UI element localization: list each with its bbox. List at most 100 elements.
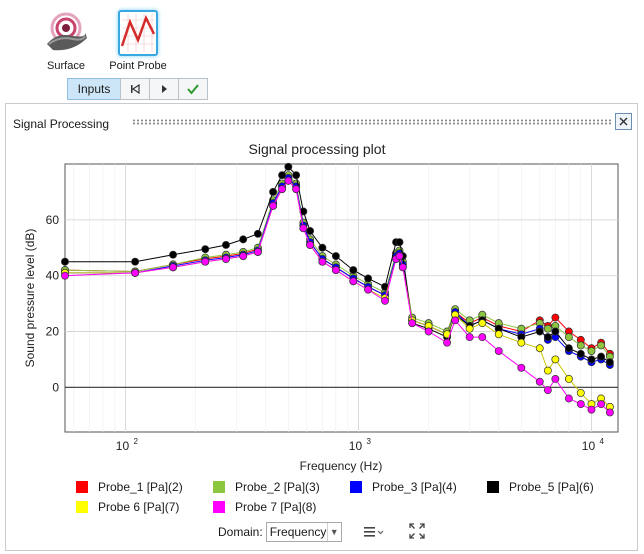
data-point [517,363,526,372]
data-point [201,257,210,266]
inputs-button[interactable]: Inputs [67,78,121,100]
data-point [331,252,340,261]
expand-icon [409,523,425,539]
legend-label: Probe 6 [Pa](7) [98,500,180,514]
data-point [564,344,573,353]
x-axis-label: Frequency (Hz) [300,459,383,473]
list-menu-button[interactable] [363,524,385,540]
close-button[interactable] [615,113,632,130]
data-point [587,355,596,364]
list-menu-icon [364,527,384,537]
data-point [551,313,560,322]
checkmark-icon [187,84,199,95]
data-point [61,257,69,266]
legend-swatch [76,501,88,513]
data-point [239,235,248,244]
legend-label: Probe_2 [Pa](3) [235,480,320,494]
data-point [605,358,614,367]
data-point [398,263,407,272]
data-point [395,252,404,261]
data-point [284,162,293,171]
data-point [543,324,552,333]
point-probe-tool[interactable]: Point Probe [105,8,171,72]
data-point [564,375,573,383]
data-point [269,187,278,196]
legend-item[interactable]: Probe 7 [Pa](8) [213,500,316,514]
legend-item[interactable]: Probe_1 [Pa](2) [76,480,183,494]
step-back-button[interactable] [120,78,150,100]
domain-control: Domain: Frequency ▼ [218,522,342,542]
legend-item[interactable]: Probe_5 [Pa](6) [487,480,594,494]
legend-item[interactable]: Probe 6 [Pa](7) [76,500,179,514]
chevron-down-icon: ▼ [326,523,341,541]
data-point [278,171,287,180]
data-point [478,333,487,342]
domain-select[interactable]: Frequency ▼ [265,522,342,542]
chart-title: Signal processing plot [249,141,386,157]
data-point [306,227,315,235]
data-point [543,366,552,375]
data-point [564,394,573,403]
x-tick-label: 10 [116,439,130,453]
signal-processing-panel: Signal Processing Signal processing plot… [5,103,638,551]
data-point [587,405,596,414]
data-point [576,400,585,409]
data-point [564,333,573,342]
signal-processing-chart: Signal processing plot 10 2 10 3 10 40204060 … [23,141,619,473]
data-point [349,266,358,275]
legend-item[interactable]: Probe_2 [Pa](3) [213,480,320,494]
data-point [284,176,293,185]
close-icon [619,117,628,126]
data-point [443,330,452,339]
data-point [543,386,552,395]
data-point [543,333,552,342]
apply-button[interactable] [178,78,208,100]
point-probe-icon [109,8,167,58]
data-point [61,271,69,280]
data-point [292,185,301,194]
legend-label: Probe 7 [Pa](8) [235,500,317,514]
domain-label: Domain: [218,525,263,539]
legend-label: Probe_1 [Pa](2) [98,480,183,494]
action-toolbar: Inputs [67,78,208,100]
data-point [318,243,327,252]
y-tick-label: 20 [46,325,60,339]
data-point [318,257,327,266]
data-point [201,245,210,254]
data-point [551,355,560,364]
panel-header: Signal Processing [6,104,637,140]
drag-handle[interactable] [132,119,613,125]
data-point [364,274,373,283]
data-point [465,324,474,333]
data-point [535,377,544,386]
data-point [299,224,308,233]
point-probe-label: Point Probe [109,60,167,72]
data-point [169,263,177,272]
data-point [278,185,287,194]
data-point [331,266,340,275]
grid [65,164,618,432]
data-point [535,344,544,353]
data-point [576,349,585,358]
data-point [535,327,544,336]
data-point [451,316,460,325]
data-point [408,319,417,328]
series-5 [61,176,614,417]
play-button[interactable] [149,78,179,100]
data-point [349,277,358,286]
x-tick-exponent: 2 [133,437,138,446]
data-point [576,388,585,397]
expand-button[interactable] [408,522,426,540]
data-point [222,241,230,249]
surface-tool[interactable]: Surface [42,8,90,72]
data-point [494,347,503,355]
legend-item[interactable]: Probe_3 [Pa](4) [350,480,457,494]
data-point [597,352,606,361]
data-point [381,296,389,305]
legend-swatch [213,501,225,513]
data-point [494,330,503,339]
legend-swatch [350,481,362,493]
data-point [131,257,140,266]
data-point [597,400,606,409]
